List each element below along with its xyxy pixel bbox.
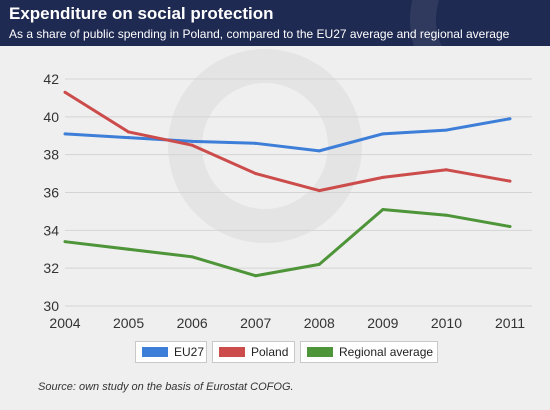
y-tick-label: 40 <box>43 109 59 125</box>
y-tick-label: 32 <box>43 260 59 276</box>
data-point-poland <box>444 168 448 172</box>
x-tick-label: 2010 <box>431 315 462 331</box>
legend-item-eu27: EU27 <box>135 341 207 363</box>
y-tick-label: 38 <box>43 147 59 163</box>
data-point-eu27 <box>63 132 67 136</box>
data-point-eu27 <box>317 149 321 153</box>
data-point-poland <box>317 189 321 193</box>
chart-subtitle: As a share of public spending in Poland,… <box>9 27 510 41</box>
data-point-eu27 <box>254 141 258 145</box>
data-point-eu27 <box>444 128 448 132</box>
y-tick-labels: 30 32 34 36 38 40 42 <box>43 71 59 314</box>
legend-swatch <box>142 347 168 357</box>
data-point-eu27 <box>127 136 131 140</box>
x-tick-label: 2005 <box>113 315 144 331</box>
x-tick-label: 2011 <box>495 315 525 331</box>
x-tick-label: 2008 <box>304 315 335 331</box>
gridlines <box>65 78 532 307</box>
legend-swatch <box>307 347 333 357</box>
legend-label: EU27 <box>174 345 205 359</box>
legend: EU27 Poland Regional average <box>0 341 550 363</box>
x-tick-label: 2007 <box>240 315 271 331</box>
legend-item-regional-average: Regional average <box>300 341 438 363</box>
data-point-regional-average <box>508 225 512 229</box>
chart-header: Expenditure on social protection As a sh… <box>0 0 550 46</box>
data-point-regional-average <box>127 247 131 251</box>
legend-label: Poland <box>251 345 289 359</box>
chart-title: Expenditure on social protection <box>9 4 274 23</box>
y-tick-label: 42 <box>43 71 59 87</box>
data-point-poland <box>127 130 131 134</box>
series-line-poland <box>64 90 511 193</box>
data-point-regional-average <box>190 255 194 259</box>
x-tick-label: 2004 <box>49 315 80 331</box>
x-tick-label: 2009 <box>367 315 398 331</box>
x-tick-label: 2006 <box>177 315 208 331</box>
data-point-eu27 <box>190 139 194 143</box>
source-note: Source: own study on the basis of Eurost… <box>38 381 294 393</box>
data-point-poland <box>381 175 385 179</box>
data-point-regional-average <box>444 213 448 217</box>
legend-swatch <box>219 347 245 357</box>
data-point-poland <box>63 90 67 94</box>
y-tick-label: 36 <box>43 185 59 201</box>
series-line-eu27 <box>64 117 511 153</box>
watermark <box>168 49 362 243</box>
legend-item-poland: Poland <box>212 341 295 363</box>
x-tick-labels: 2004 2005 2006 2007 2008 2009 2010 2011 <box>49 315 525 331</box>
data-point-poland <box>254 172 258 176</box>
series-lines <box>63 90 512 278</box>
data-point-regional-average <box>254 274 258 278</box>
data-point-regional-average <box>381 208 385 212</box>
y-tick-label: 34 <box>43 222 59 238</box>
series-line-regional-average <box>64 208 511 278</box>
data-point-eu27 <box>508 117 512 121</box>
y-tick-label: 30 <box>43 298 59 314</box>
data-point-poland <box>508 179 512 183</box>
data-point-eu27 <box>381 132 385 136</box>
logo-watermark <box>410 0 550 46</box>
legend-label: Regional average <box>339 345 434 359</box>
data-point-regional-average <box>317 262 321 266</box>
data-point-regional-average <box>63 240 67 244</box>
data-point-poland <box>190 143 194 147</box>
